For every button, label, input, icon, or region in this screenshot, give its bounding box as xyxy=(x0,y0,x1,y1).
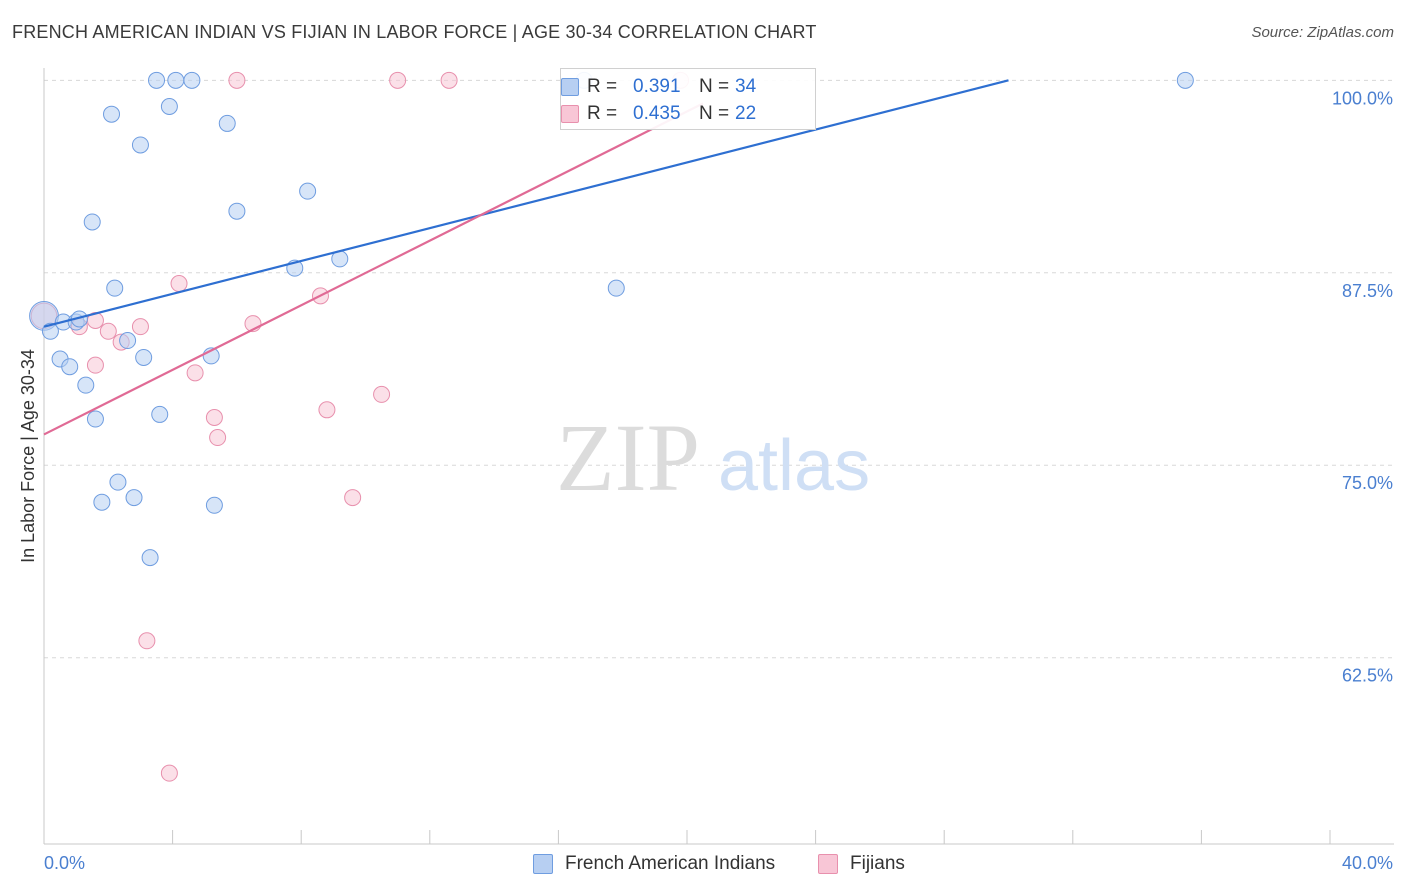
blue-point xyxy=(205,496,223,514)
pink-point xyxy=(373,385,391,403)
r-value: 0.435 xyxy=(633,103,681,124)
y-tick-label: 100.0% xyxy=(1332,88,1393,108)
blue-point xyxy=(141,549,159,567)
pink-point xyxy=(170,275,188,293)
blue-point xyxy=(109,473,127,491)
pink-point xyxy=(99,322,117,340)
blue-point xyxy=(77,376,95,394)
blue-point xyxy=(41,322,59,340)
pink-point xyxy=(389,71,407,89)
watermark: ZIP atlas xyxy=(556,404,870,511)
blue-swatch-icon xyxy=(561,78,579,96)
blue-point xyxy=(183,71,201,89)
blue-point xyxy=(61,358,79,376)
blue-point xyxy=(125,489,143,507)
blue-point xyxy=(103,105,121,123)
n-label: N = xyxy=(699,103,730,124)
blue-point xyxy=(160,97,178,115)
n-label: N = xyxy=(699,76,730,97)
blue-point xyxy=(131,136,149,154)
blue-point xyxy=(299,182,317,200)
x-tick-label: 0.0% xyxy=(44,853,85,873)
label-layer: 100.0% 87.5% 75.0% 62.5% 0.0% 40.0% In Labor F… xyxy=(18,88,1393,873)
watermark-zip: ZIP xyxy=(556,404,700,511)
pink-point xyxy=(205,409,223,427)
blue-point xyxy=(135,348,153,366)
blue-point xyxy=(86,410,104,428)
x-tick-label: 40.0% xyxy=(1342,853,1393,873)
pink-point xyxy=(209,429,227,447)
legend-label: French American Indians xyxy=(565,853,776,874)
blue-swatch-icon xyxy=(533,854,553,874)
correlation-legend: R = 0.391 N = 34 R = 0.435 N = 22 xyxy=(560,68,816,130)
pink-swatch-icon xyxy=(561,105,579,123)
blue-point xyxy=(1176,71,1194,89)
n-value: 22 xyxy=(735,103,757,124)
blue-point xyxy=(119,332,137,350)
points-layer xyxy=(29,71,1194,782)
y-tick-label: 75.0% xyxy=(1342,473,1393,493)
y-tick-label: 62.5% xyxy=(1342,666,1393,686)
legend-item-french-american-indians: French American Indians xyxy=(533,852,775,876)
y-axis-label: In Labor Force | Age 30-34 xyxy=(18,349,38,563)
r-label: R = xyxy=(587,103,618,124)
blue-point xyxy=(218,114,236,132)
n-value: 34 xyxy=(735,76,757,97)
legend-item-fijians: Fijians xyxy=(818,852,905,876)
legend-label: Fijians xyxy=(850,853,905,874)
pink-point xyxy=(86,356,104,374)
pink-point xyxy=(160,764,178,782)
pink-point xyxy=(138,632,156,650)
blue-trend-line xyxy=(43,79,1009,328)
blue-point xyxy=(83,213,101,231)
blue-point xyxy=(148,71,166,89)
watermark-atlas: atlas xyxy=(718,426,870,506)
r-label: R = xyxy=(587,76,618,97)
pink-point xyxy=(186,364,204,382)
axis-layer xyxy=(43,68,1394,845)
r-value: 0.391 xyxy=(633,76,681,97)
y-tick-label: 87.5% xyxy=(1342,281,1393,301)
chart-source: Source: ZipAtlas.com xyxy=(1251,24,1394,41)
pink-point xyxy=(344,489,362,507)
pink-swatch-icon xyxy=(818,854,838,874)
trend-layer xyxy=(43,79,1009,436)
pink-point xyxy=(228,71,246,89)
pink-trend-line xyxy=(43,102,704,436)
blue-point xyxy=(93,493,111,511)
blue-point xyxy=(228,202,246,220)
legend-row-fijians: R = 0.435 N = 22 xyxy=(561,101,757,127)
legend-row-french-american-indians: R = 0.391 N = 34 xyxy=(561,74,757,100)
blue-point xyxy=(151,405,169,423)
grid-layer xyxy=(44,79,1394,659)
chart-title: FRENCH AMERICAN INDIAN VS FIJIAN IN LABO… xyxy=(12,22,817,42)
blue-point xyxy=(167,71,185,89)
pink-point xyxy=(440,71,458,89)
pink-point xyxy=(131,318,149,336)
blue-point xyxy=(607,279,625,297)
pink-point xyxy=(318,401,336,419)
blue-point xyxy=(106,279,124,297)
